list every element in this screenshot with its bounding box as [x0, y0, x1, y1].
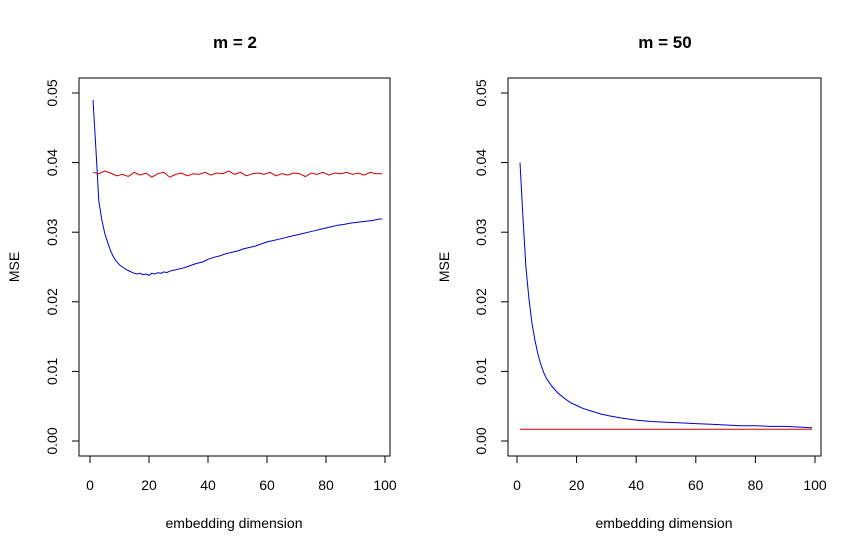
chart-title: m = 2 [213, 33, 257, 52]
y-tick-label: 0.03 [473, 218, 489, 245]
series-group [519, 162, 813, 430]
y-tick-label: 0.02 [44, 288, 60, 315]
x-tick-label: 80 [748, 477, 764, 493]
y-tick-label: 0.05 [473, 79, 489, 106]
x-axis-label: embedding dimension [166, 515, 303, 531]
y-tick-label: 0.00 [44, 427, 60, 454]
y-tick-label: 0.04 [473, 149, 489, 176]
x-tick-label: 20 [141, 477, 157, 493]
x-tick-label: 40 [200, 477, 216, 493]
y-axis-label: MSE [436, 252, 452, 282]
series-group [92, 99, 383, 276]
y-tick-label: 0.03 [44, 218, 60, 245]
chart-panel-m50: m = 50 embedding dimension MSE 0 20 40 60 80… [436, 33, 827, 531]
x-tick-label: 0 [86, 477, 94, 493]
x-axis-ticks: 0 20 40 60 80 100 [86, 455, 397, 493]
chart-panel-m2: m = 2 embedding dimension MSE 0 20 40 60 80 1… [6, 33, 397, 531]
x-axis-label: embedding dimension [596, 515, 733, 531]
y-axis-ticks: 0.00 0.01 0.02 0.03 0.04 0.05 [44, 79, 80, 455]
x-tick-label: 80 [318, 477, 334, 493]
x-tick-label: 20 [569, 477, 585, 493]
chart-title: m = 50 [638, 33, 691, 52]
series-line-blue [519, 162, 813, 429]
x-tick-label: 100 [803, 477, 827, 493]
x-axis-ticks: 0 20 40 60 80 100 [513, 455, 827, 493]
x-tick-label: 60 [688, 477, 704, 493]
y-tick-label: 0.02 [473, 288, 489, 315]
plot-frame [507, 77, 822, 457]
y-tick-label: 0.01 [44, 358, 60, 385]
plot-frame [78, 77, 391, 457]
y-axis-label: MSE [6, 252, 22, 282]
y-tick-label: 0.00 [473, 427, 489, 454]
y-tick-label: 0.05 [44, 79, 60, 106]
y-tick-label: 0.04 [44, 149, 60, 176]
series-line-blue [92, 99, 383, 276]
x-tick-label: 0 [513, 477, 521, 493]
y-tick-label: 0.01 [473, 358, 489, 385]
series-line-red [92, 170, 383, 178]
y-axis-ticks: 0.00 0.01 0.02 0.03 0.04 0.05 [473, 79, 509, 455]
x-tick-label: 40 [628, 477, 644, 493]
x-tick-label: 60 [259, 477, 275, 493]
x-tick-label: 100 [373, 477, 397, 493]
